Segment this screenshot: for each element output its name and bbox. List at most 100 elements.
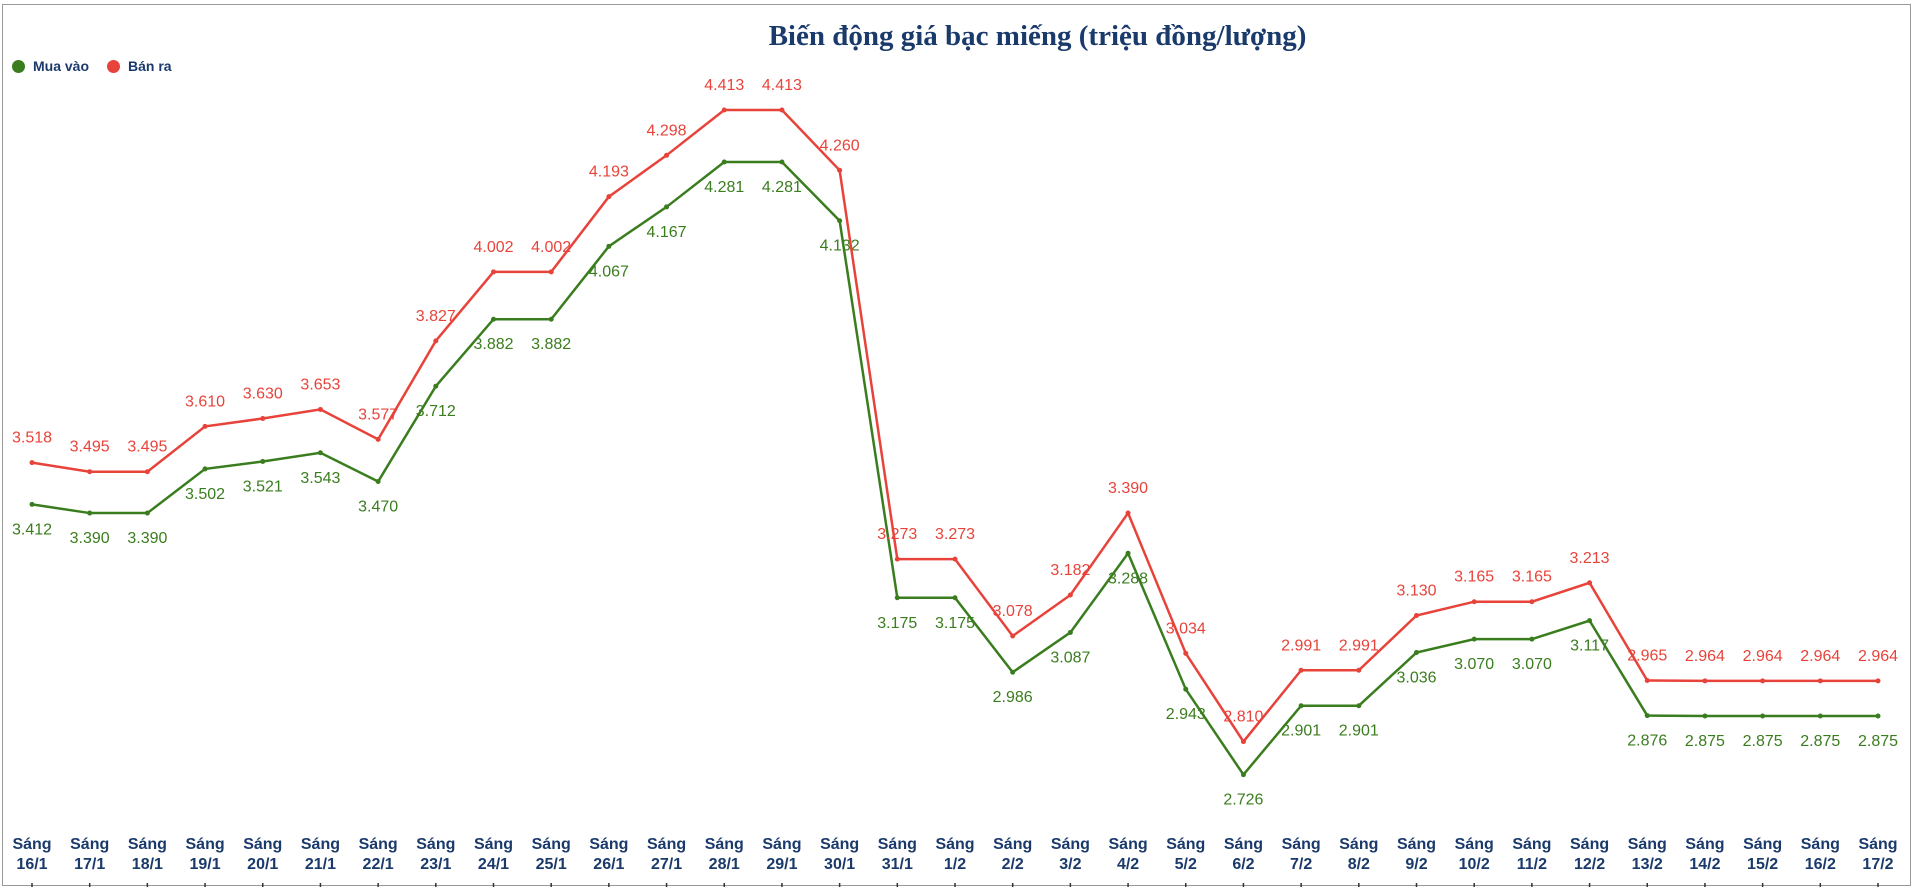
data-label: 3.078	[993, 603, 1033, 620]
x-tick-label: 3/2	[1059, 856, 1081, 873]
data-point	[29, 501, 35, 507]
data-point	[1183, 686, 1189, 692]
x-tick-label: Sáng	[128, 836, 167, 853]
data-point	[87, 469, 93, 475]
x-tick-label: 26/1	[593, 856, 624, 873]
data-point	[1529, 599, 1535, 605]
data-point	[721, 107, 727, 113]
x-tick-label: 16/2	[1805, 856, 1836, 873]
data-label: 3.470	[358, 499, 398, 516]
x-tick-label: Sáng	[1397, 836, 1436, 853]
data-point	[144, 469, 150, 475]
data-label: 3.070	[1454, 656, 1494, 673]
data-label: 3.390	[127, 530, 167, 547]
data-point	[721, 159, 727, 165]
legend-item-ban-ra: Bán ra	[107, 58, 172, 74]
x-tick-label: Sáng	[1858, 836, 1897, 853]
x-tick-label: Sáng	[1224, 836, 1263, 853]
x-tick-label: Sáng	[1628, 836, 1667, 853]
x-tick-label: Sáng	[1282, 836, 1321, 853]
data-point	[433, 383, 439, 389]
data-label: 3.175	[935, 615, 975, 632]
data-point	[1356, 703, 1362, 709]
data-label: 2.964	[1858, 648, 1898, 665]
data-label: 2.875	[1800, 733, 1840, 750]
data-label: 3.495	[127, 439, 167, 456]
data-point	[1414, 613, 1419, 619]
data-point	[260, 416, 266, 422]
data-label: 4.132	[820, 238, 860, 255]
x-tick-label: Sáng	[12, 836, 51, 853]
data-point	[664, 204, 670, 210]
data-label: 3.288	[1108, 570, 1148, 587]
data-point	[202, 423, 208, 429]
data-label: 4.167	[647, 224, 687, 241]
data-label: 4.413	[762, 77, 802, 94]
data-point	[433, 338, 439, 344]
data-point	[1702, 678, 1708, 684]
x-tick-label: 2/2	[1002, 856, 1024, 873]
x-tick-label: 6/2	[1232, 856, 1254, 873]
data-point	[1067, 592, 1073, 598]
data-label: 4.002	[531, 239, 571, 256]
x-tick-label: Sáng	[1570, 836, 1609, 853]
data-point	[1875, 713, 1881, 719]
x-tick-label: 23/1	[420, 856, 451, 873]
x-tick-label: Sáng	[1801, 836, 1840, 853]
data-label: 2.901	[1281, 723, 1321, 740]
data-point	[375, 479, 381, 485]
legend-item-mua-vao: Mua vào	[12, 58, 89, 74]
x-tick-label: Sáng	[1512, 836, 1551, 853]
x-tick-label: 15/2	[1747, 856, 1778, 873]
data-label: 2.876	[1627, 733, 1667, 750]
data-point	[1298, 667, 1304, 673]
data-label: 3.390	[70, 530, 110, 547]
x-tick-label: 29/1	[766, 856, 797, 873]
data-label: 4.413	[704, 77, 744, 94]
data-point	[29, 460, 35, 466]
data-label: 3.165	[1512, 569, 1552, 586]
data-point	[1644, 713, 1650, 719]
x-tick-label: Sáng	[820, 836, 859, 853]
data-label: 3.412	[12, 521, 52, 538]
data-label: 3.521	[243, 478, 283, 495]
data-point	[1471, 599, 1477, 605]
data-point	[1240, 739, 1246, 745]
x-tick-label: Sáng	[359, 836, 398, 853]
x-tick-label: Sáng	[243, 836, 282, 853]
data-label: 3.882	[473, 336, 513, 353]
data-point	[1702, 713, 1708, 719]
x-tick-label: 24/1	[478, 856, 509, 873]
data-label: 2.964	[1743, 648, 1783, 665]
data-label: 3.827	[416, 308, 456, 325]
data-label: 3.175	[877, 615, 917, 632]
data-point	[1298, 703, 1304, 709]
data-label: 3.117	[1570, 638, 1609, 655]
data-point	[1529, 636, 1535, 642]
x-tick-label: 30/1	[824, 856, 855, 873]
x-tick-label: Sáng	[1743, 836, 1782, 853]
chart-title: Biến động giá bạc miếng (triệu đồng/lượn…	[768, 20, 1307, 52]
legend-marker	[12, 59, 25, 73]
data-label: 4.193	[589, 164, 629, 181]
x-tick-label: 16/1	[16, 856, 47, 873]
x-tick-label: 17/2	[1862, 856, 1893, 873]
data-label: 4.281	[704, 179, 744, 196]
data-label: 2.875	[1743, 733, 1783, 750]
data-label: 3.653	[300, 376, 340, 393]
data-label: 2.875	[1685, 733, 1725, 750]
data-point	[894, 556, 900, 562]
data-point	[1240, 772, 1246, 778]
x-tick-label: 12/2	[1574, 856, 1605, 873]
data-point	[87, 510, 93, 516]
x-tick-label: 4/2	[1117, 856, 1139, 873]
x-tick-label: Sáng	[1166, 836, 1205, 853]
data-point	[548, 269, 554, 275]
legend-label: Mua vào	[33, 58, 90, 74]
data-point	[1183, 650, 1189, 656]
data-label: 3.390	[1108, 480, 1148, 497]
x-tick-label: 20/1	[247, 856, 278, 873]
data-label: 3.610	[185, 393, 225, 410]
data-point	[317, 450, 323, 456]
x-tick-label: 27/1	[651, 856, 682, 873]
